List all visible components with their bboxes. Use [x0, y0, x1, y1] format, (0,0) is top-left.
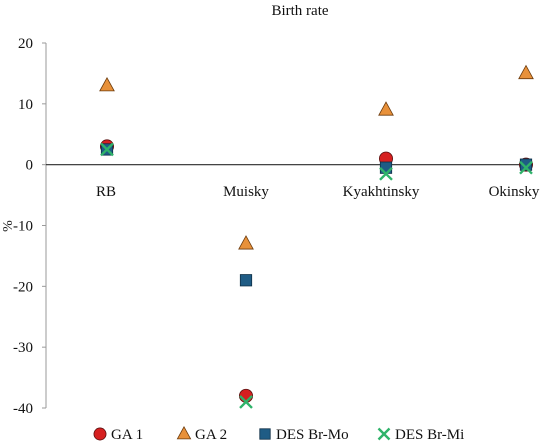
- y-tick-label: 20: [18, 36, 33, 52]
- legend-marker: [93, 427, 107, 441]
- data-point-x: [100, 142, 114, 157]
- legend-marker: [377, 427, 391, 441]
- data-point-square: [519, 158, 533, 171]
- legend-marker: [259, 428, 271, 440]
- y-tick-label: -40: [13, 401, 33, 417]
- data-point-x: [239, 395, 253, 409]
- legend-label: GA 1: [111, 427, 143, 443]
- category-label: Muisky: [223, 184, 269, 200]
- legend-label: GA 2: [195, 427, 227, 443]
- data-point-triangle: [518, 64, 534, 80]
- axes: [42, 42, 531, 409]
- category-label: Okinsky: [489, 184, 540, 200]
- y-tick-label: -20: [13, 279, 33, 295]
- data-point-triangle: [99, 76, 115, 92]
- chart-title: Birth rate: [271, 3, 328, 19]
- y-axis-label: %: [1, 220, 16, 232]
- category-label: RB: [96, 184, 116, 200]
- y-tick-label: 0: [26, 158, 34, 174]
- data-points: [99, 64, 534, 409]
- y-tick-label: -30: [13, 340, 33, 356]
- legend-item: GA 2: [176, 426, 227, 443]
- legend-item: DES Br-Mi: [377, 427, 464, 443]
- data-point-square: [239, 274, 253, 287]
- legend-item: GA 1: [93, 427, 143, 443]
- y-tick-label: 10: [18, 97, 33, 113]
- legend-marker: [176, 426, 192, 440]
- y-tick-label: -10: [13, 219, 33, 235]
- data-point-square: [379, 161, 393, 174]
- category-labels: RB Muisky Kyakhtinsky Okinsky: [96, 184, 540, 200]
- legend-label: DES Br-Mo: [276, 427, 349, 443]
- category-label: Kyakhtinsky: [343, 184, 420, 200]
- y-tick-labels: 20 10 0 -10 -20 -30 -40: [13, 36, 33, 417]
- legend: GA 1 GA 2 DES Br-Mo DES Br-Mi: [93, 426, 464, 443]
- data-point-triangle: [378, 101, 394, 116]
- data-point-x: [379, 166, 393, 181]
- data-point-x: [519, 160, 533, 175]
- data-point-triangle: [238, 235, 254, 250]
- legend-label: DES Br-Mi: [395, 427, 464, 443]
- legend-item: DES Br-Mo: [259, 427, 349, 443]
